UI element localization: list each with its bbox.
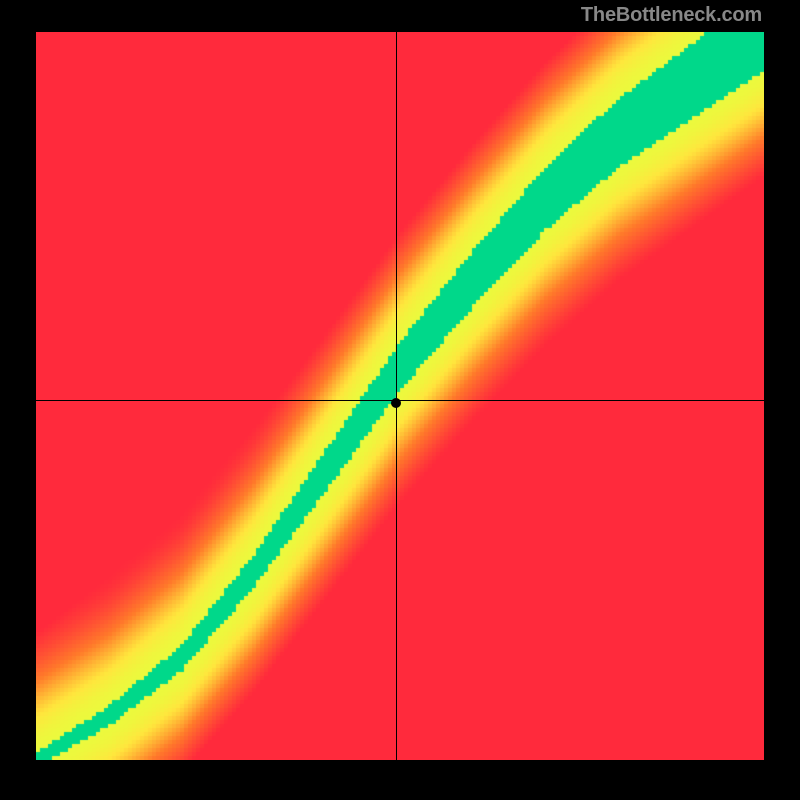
crosshair-vertical (396, 32, 397, 760)
chart-frame: TheBottleneck.com (0, 0, 800, 800)
marker-dot (391, 398, 401, 408)
watermark-text: TheBottleneck.com (581, 4, 762, 27)
heatmap-plot (36, 32, 764, 760)
heatmap-canvas (36, 32, 764, 760)
